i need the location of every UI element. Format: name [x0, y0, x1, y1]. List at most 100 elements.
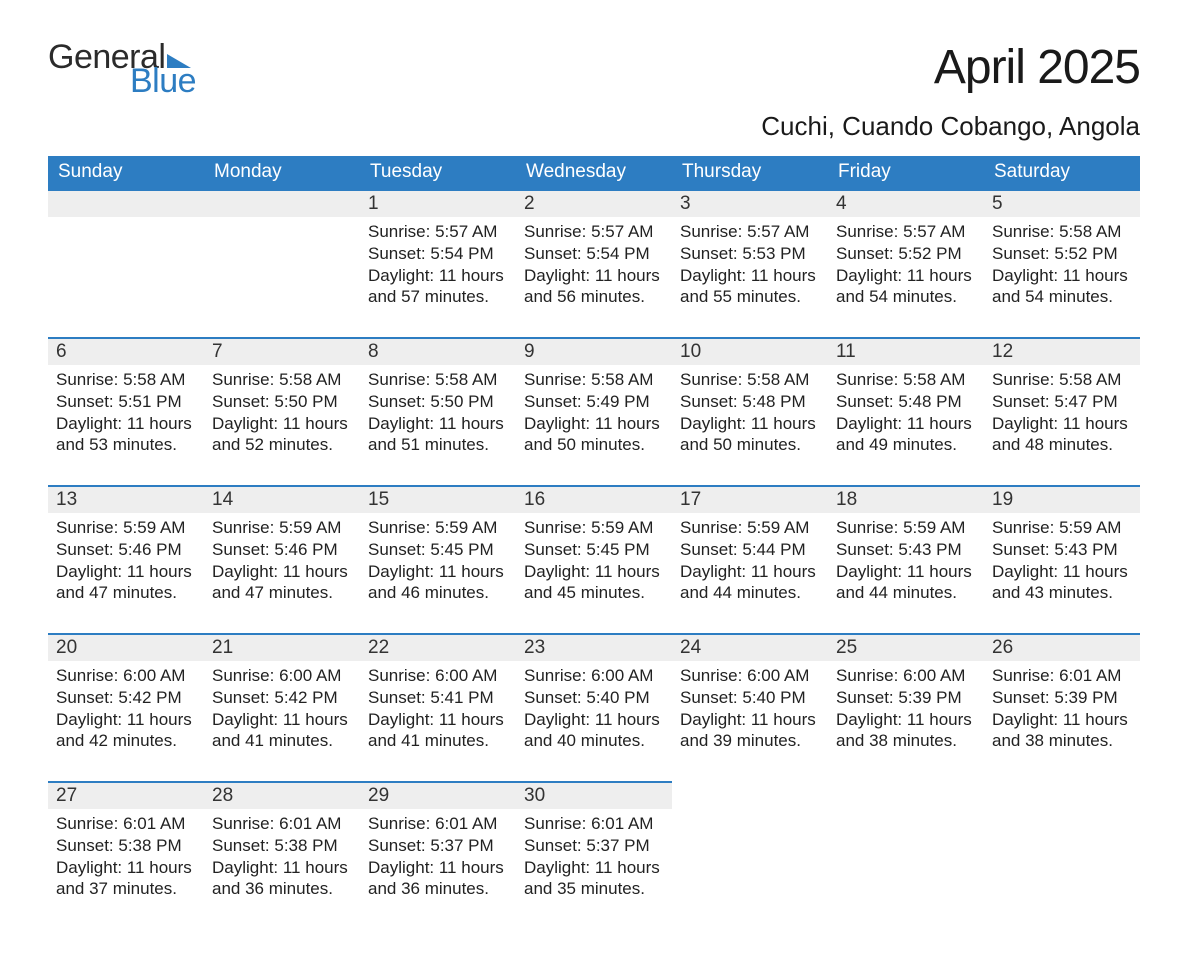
day-number: 5	[984, 189, 1140, 217]
calendar-cell: 13Sunrise: 5:59 AMSunset: 5:46 PMDayligh…	[48, 485, 204, 633]
daylight-line: Daylight: 11 hours and 45 minutes.	[524, 561, 664, 605]
day-number: 10	[672, 337, 828, 365]
sunset-line: Sunset: 5:41 PM	[368, 687, 508, 709]
daylight-line: Daylight: 11 hours and 39 minutes.	[680, 709, 820, 753]
sunrise-line: Sunrise: 6:00 AM	[524, 665, 664, 687]
daylight-line: Daylight: 11 hours and 44 minutes.	[680, 561, 820, 605]
sunset-line: Sunset: 5:50 PM	[368, 391, 508, 413]
daylight-line: Daylight: 11 hours and 57 minutes.	[368, 265, 508, 309]
sunrise-line: Sunrise: 5:59 AM	[680, 517, 820, 539]
calendar-cell: 22Sunrise: 6:00 AMSunset: 5:41 PMDayligh…	[360, 633, 516, 781]
calendar-body: 1Sunrise: 5:57 AMSunset: 5:54 PMDaylight…	[48, 189, 1140, 929]
sunset-line: Sunset: 5:43 PM	[836, 539, 976, 561]
weekday-header: Monday	[204, 156, 360, 189]
sunset-line: Sunset: 5:38 PM	[56, 835, 196, 857]
calendar-cell: 24Sunrise: 6:00 AMSunset: 5:40 PMDayligh…	[672, 633, 828, 781]
daylight-line: Daylight: 11 hours and 37 minutes.	[56, 857, 196, 901]
day-details: Sunrise: 6:01 AMSunset: 5:38 PMDaylight:…	[48, 809, 204, 906]
sunrise-line: Sunrise: 6:00 AM	[680, 665, 820, 687]
sunset-line: Sunset: 5:39 PM	[836, 687, 976, 709]
day-details: Sunrise: 6:00 AMSunset: 5:41 PMDaylight:…	[360, 661, 516, 758]
sunrise-line: Sunrise: 5:59 AM	[992, 517, 1132, 539]
sunset-line: Sunset: 5:37 PM	[524, 835, 664, 857]
sunrise-line: Sunrise: 5:59 AM	[212, 517, 352, 539]
sunset-line: Sunset: 5:42 PM	[56, 687, 196, 709]
sunrise-line: Sunrise: 6:00 AM	[212, 665, 352, 687]
sunset-line: Sunset: 5:38 PM	[212, 835, 352, 857]
day-details: Sunrise: 6:00 AMSunset: 5:42 PMDaylight:…	[204, 661, 360, 758]
sunset-line: Sunset: 5:48 PM	[680, 391, 820, 413]
calendar-week: 20Sunrise: 6:00 AMSunset: 5:42 PMDayligh…	[48, 633, 1140, 781]
day-number: 2	[516, 189, 672, 217]
calendar-cell: 21Sunrise: 6:00 AMSunset: 5:42 PMDayligh…	[204, 633, 360, 781]
day-number: 27	[48, 781, 204, 809]
day-details: Sunrise: 6:01 AMSunset: 5:37 PMDaylight:…	[360, 809, 516, 906]
day-number: 15	[360, 485, 516, 513]
calendar-cell: 27Sunrise: 6:01 AMSunset: 5:38 PMDayligh…	[48, 781, 204, 929]
calendar-cell: 28Sunrise: 6:01 AMSunset: 5:38 PMDayligh…	[204, 781, 360, 929]
day-number: 17	[672, 485, 828, 513]
sunrise-line: Sunrise: 5:58 AM	[56, 369, 196, 391]
calendar-cell: 4Sunrise: 5:57 AMSunset: 5:52 PMDaylight…	[828, 189, 984, 337]
sunset-line: Sunset: 5:51 PM	[56, 391, 196, 413]
page-title: April 2025	[761, 40, 1140, 95]
calendar-week: 27Sunrise: 6:01 AMSunset: 5:38 PMDayligh…	[48, 781, 1140, 929]
daylight-line: Daylight: 11 hours and 47 minutes.	[212, 561, 352, 605]
calendar-cell	[204, 189, 360, 337]
calendar-week: 1Sunrise: 5:57 AMSunset: 5:54 PMDaylight…	[48, 189, 1140, 337]
calendar-cell: 12Sunrise: 5:58 AMSunset: 5:47 PMDayligh…	[984, 337, 1140, 485]
location-subtitle: Cuchi, Cuando Cobango, Angola	[761, 111, 1140, 142]
day-number: 8	[360, 337, 516, 365]
weekday-header: Sunday	[48, 156, 204, 189]
day-number: 6	[48, 337, 204, 365]
daylight-line: Daylight: 11 hours and 40 minutes.	[524, 709, 664, 753]
calendar-header-row: SundayMondayTuesdayWednesdayThursdayFrid…	[48, 156, 1140, 189]
sunset-line: Sunset: 5:53 PM	[680, 243, 820, 265]
day-details: Sunrise: 6:00 AMSunset: 5:42 PMDaylight:…	[48, 661, 204, 758]
sunrise-line: Sunrise: 5:59 AM	[368, 517, 508, 539]
calendar-cell	[828, 781, 984, 929]
day-details: Sunrise: 6:01 AMSunset: 5:39 PMDaylight:…	[984, 661, 1140, 758]
calendar-cell: 1 Sunrise: 5:57 AMSunset: 5:54 PMDaylight…	[360, 189, 516, 337]
title-block: April 2025 Cuchi, Cuando Cobango, Angola	[761, 40, 1140, 142]
day-number: 20	[48, 633, 204, 661]
sunrise-line: Sunrise: 5:57 AM	[836, 221, 976, 243]
day-details: Sunrise: 6:00 AMSunset: 5:40 PMDaylight:…	[516, 661, 672, 758]
day-number: 14	[204, 485, 360, 513]
calendar-cell: 18Sunrise: 5:59 AMSunset: 5:43 PMDayligh…	[828, 485, 984, 633]
sunset-line: Sunset: 5:42 PM	[212, 687, 352, 709]
sunrise-line: Sunrise: 5:57 AM	[680, 221, 820, 243]
daylight-line: Daylight: 11 hours and 49 minutes.	[836, 413, 976, 457]
sunset-line: Sunset: 5:54 PM	[368, 243, 508, 265]
calendar-cell	[672, 781, 828, 929]
day-details: Sunrise: 6:01 AMSunset: 5:37 PMDaylight:…	[516, 809, 672, 906]
sunrise-line: Sunrise: 5:58 AM	[680, 369, 820, 391]
daylight-line: Daylight: 11 hours and 56 minutes.	[524, 265, 664, 309]
logo: General Blue	[48, 40, 196, 98]
sunrise-line: Sunrise: 6:00 AM	[836, 665, 976, 687]
day-details: Sunrise: 5:57 AMSunset: 5:54 PMDaylight:…	[516, 217, 672, 314]
daylight-line: Daylight: 11 hours and 46 minutes.	[368, 561, 508, 605]
sunrise-line: Sunrise: 6:01 AM	[992, 665, 1132, 687]
daylight-line: Daylight: 11 hours and 41 minutes.	[368, 709, 508, 753]
daylight-line: Daylight: 11 hours and 36 minutes.	[368, 857, 508, 901]
daylight-line: Daylight: 11 hours and 41 minutes.	[212, 709, 352, 753]
calendar-cell: 7Sunrise: 5:58 AMSunset: 5:50 PMDaylight…	[204, 337, 360, 485]
daylight-line: Daylight: 11 hours and 55 minutes.	[680, 265, 820, 309]
weekday-header: Tuesday	[360, 156, 516, 189]
sunrise-line: Sunrise: 5:58 AM	[836, 369, 976, 391]
sunset-line: Sunset: 5:37 PM	[368, 835, 508, 857]
calendar-table: SundayMondayTuesdayWednesdayThursdayFrid…	[48, 156, 1140, 929]
sunset-line: Sunset: 5:44 PM	[680, 539, 820, 561]
sunrise-line: Sunrise: 5:57 AM	[368, 221, 508, 243]
sunset-line: Sunset: 5:48 PM	[836, 391, 976, 413]
day-details: Sunrise: 5:58 AMSunset: 5:51 PMDaylight:…	[48, 365, 204, 462]
day-details: Sunrise: 5:59 AMSunset: 5:44 PMDaylight:…	[672, 513, 828, 610]
daylight-line: Daylight: 11 hours and 50 minutes.	[524, 413, 664, 457]
calendar-cell: 8Sunrise: 5:58 AMSunset: 5:50 PMDaylight…	[360, 337, 516, 485]
calendar-cell: 3Sunrise: 5:57 AMSunset: 5:53 PMDaylight…	[672, 189, 828, 337]
calendar-cell: 16Sunrise: 5:59 AMSunset: 5:45 PMDayligh…	[516, 485, 672, 633]
calendar-cell	[984, 781, 1140, 929]
day-number: 1	[360, 189, 516, 217]
calendar-cell: 17Sunrise: 5:59 AMSunset: 5:44 PMDayligh…	[672, 485, 828, 633]
